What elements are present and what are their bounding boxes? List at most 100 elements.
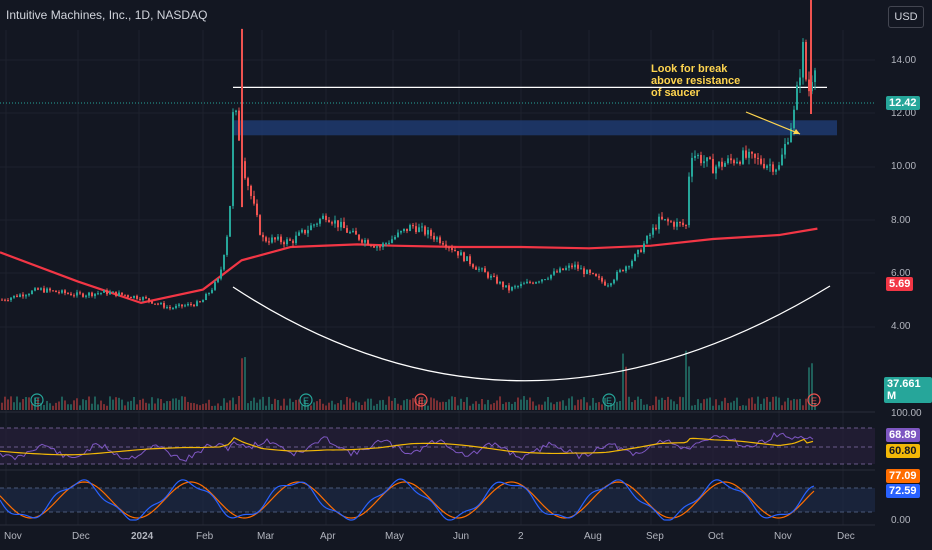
y-tick-label: 12.00 [891,108,917,119]
price-candle [397,232,399,237]
volume-bar [253,397,255,410]
x-tick-label: Dec [837,531,855,542]
volume-bar [217,403,219,410]
volume-bar [595,402,597,410]
price-candle [232,112,234,206]
price-candle [46,288,48,293]
volume-bar [553,404,555,410]
price-candle [367,240,369,246]
volume-bar [652,405,654,410]
volume-bar [706,398,708,410]
price-candle [637,249,639,255]
price-candle [253,195,255,204]
price-candle [814,70,816,83]
price-candle [292,240,294,244]
price-candle [250,185,252,196]
price-candle [673,222,675,227]
price-candle [55,290,57,293]
volume-bar [682,397,684,410]
volume-bar [325,405,327,410]
volume-bar [391,400,393,410]
annotation-text: Look for break above resistance of sauce… [651,63,741,99]
price-candle [406,228,408,232]
volume-bar [505,402,507,410]
earnings-marker [414,393,428,407]
volume-bar [127,401,129,410]
price-candle [1,299,3,301]
price-candle [151,301,153,304]
volume-bar [250,400,252,410]
price-candle [778,165,780,170]
volume-bar [190,402,192,410]
price-candle [715,166,717,174]
volume-bar [154,403,156,410]
volume-bar [37,397,39,410]
price-candle [31,290,33,295]
volume-bar [298,399,300,410]
price-candle [595,273,597,277]
price-candle [424,226,426,235]
volume-bar [376,403,378,410]
price-candle [628,266,630,268]
price-candle [271,237,273,243]
stoch-d-tag: 77.09 [886,469,920,483]
price-candle [172,308,174,310]
price-candle [229,205,231,237]
volume-bar [367,398,369,410]
price-candle [133,295,135,298]
annotation-arrow [745,111,801,135]
price-candle [580,268,582,270]
price-candle [757,157,759,159]
price-candle [190,303,192,305]
volume-bar [751,397,753,410]
volume-bar [202,403,204,410]
volume-bar [292,401,294,410]
price-candle [634,254,636,261]
volume-bar [565,405,567,410]
price-candle [316,223,318,225]
volume-bar [166,401,168,410]
price-candle [733,160,735,164]
volume-bar [808,367,810,410]
rsi-signal-line [0,436,814,456]
annotation-line-1: Look for break [651,63,728,75]
price-candle [496,276,498,284]
volume-bar [556,401,558,410]
volume-bar [58,401,60,410]
volume-bar [787,397,789,410]
price-candle [211,289,213,293]
currency-button[interactable]: USD [888,6,924,28]
price-candle [103,290,105,293]
price-candle [529,281,531,283]
price-candle [739,161,741,164]
x-tick-label: Mar [257,531,275,542]
volume-bar [508,401,510,410]
x-tick-label: May [385,531,404,542]
price-candle [622,269,624,272]
price-candle [508,285,510,291]
volume-bar [601,404,603,410]
price-candle [682,222,684,226]
volume-bar [382,399,384,410]
price-candle [418,227,420,233]
volume-bar [337,403,339,410]
volume-bar [649,405,651,410]
volume-bar [385,404,387,410]
volume-bar [625,366,627,410]
volume-bar [343,404,345,410]
volume-bar [715,399,717,410]
volume-bar [283,398,285,410]
volume-bar [10,396,12,410]
volume-bar [427,405,429,410]
price-candle [505,285,507,288]
price-candle [598,276,600,278]
volume-bar [460,398,462,410]
volume-bar [238,396,240,410]
price-candle [433,235,435,240]
moving-average-line [0,227,818,304]
volume-bar [73,400,75,410]
price-candle [70,293,72,296]
volume-bar [598,402,600,410]
price-candle [436,237,438,240]
